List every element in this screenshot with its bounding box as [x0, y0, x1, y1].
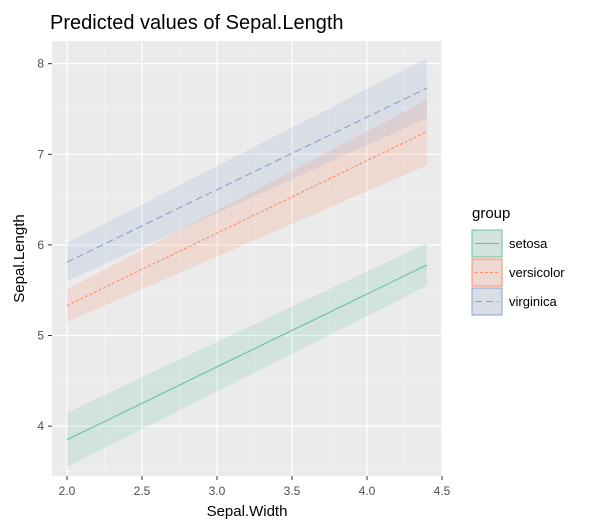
y-tick-label: 4	[37, 419, 44, 433]
legend-label-virginica: virginica	[509, 294, 557, 309]
y-tick-label: 6	[37, 238, 44, 252]
legend: group setosa versicolor virginica	[471, 205, 565, 316]
line-setosa	[66, 264, 428, 441]
grid-lines	[52, 41, 443, 476]
y-axis-label: Sepal.Length	[11, 214, 28, 302]
legend-item-virginica: virginica	[471, 287, 557, 316]
legend-label-versicolor: versicolor	[509, 265, 565, 280]
x-tick-label: 4.0	[359, 484, 376, 498]
x-tick-label: 3.0	[209, 484, 226, 498]
y-tick-label: 5	[37, 329, 44, 343]
line-versicolor	[66, 131, 428, 307]
legend-item-versicolor: versicolor	[471, 258, 565, 287]
confidence-bands	[67, 58, 427, 467]
plot-panel	[52, 41, 442, 476]
x-tick-label: 2.5	[134, 484, 151, 498]
legend-item-setosa: setosa	[471, 229, 548, 258]
confidence-band-setosa	[67, 243, 427, 467]
x-tick-label: 3.5	[284, 484, 301, 498]
y-tick-label: 8	[37, 57, 44, 71]
y-axis-ticks: 4 5 6 7 8	[37, 57, 52, 433]
x-tick-label: 4.5	[434, 484, 451, 498]
y-tick-label: 7	[37, 147, 44, 161]
chart-title: Predicted values of Sepal.Length	[50, 12, 344, 34]
x-axis-ticks: 2.0 2.5 3.0 3.5 4.0 4.5	[59, 476, 451, 498]
confidence-band-virginica	[67, 58, 427, 282]
legend-title: group	[472, 205, 510, 222]
x-tick-label: 2.0	[59, 484, 76, 498]
confidence-band-versicolor	[67, 99, 427, 322]
line-virginica	[66, 87, 428, 263]
x-axis-label: Sepal.Width	[207, 503, 288, 520]
legend-label-setosa: setosa	[509, 236, 548, 251]
prediction-lines	[66, 87, 428, 441]
